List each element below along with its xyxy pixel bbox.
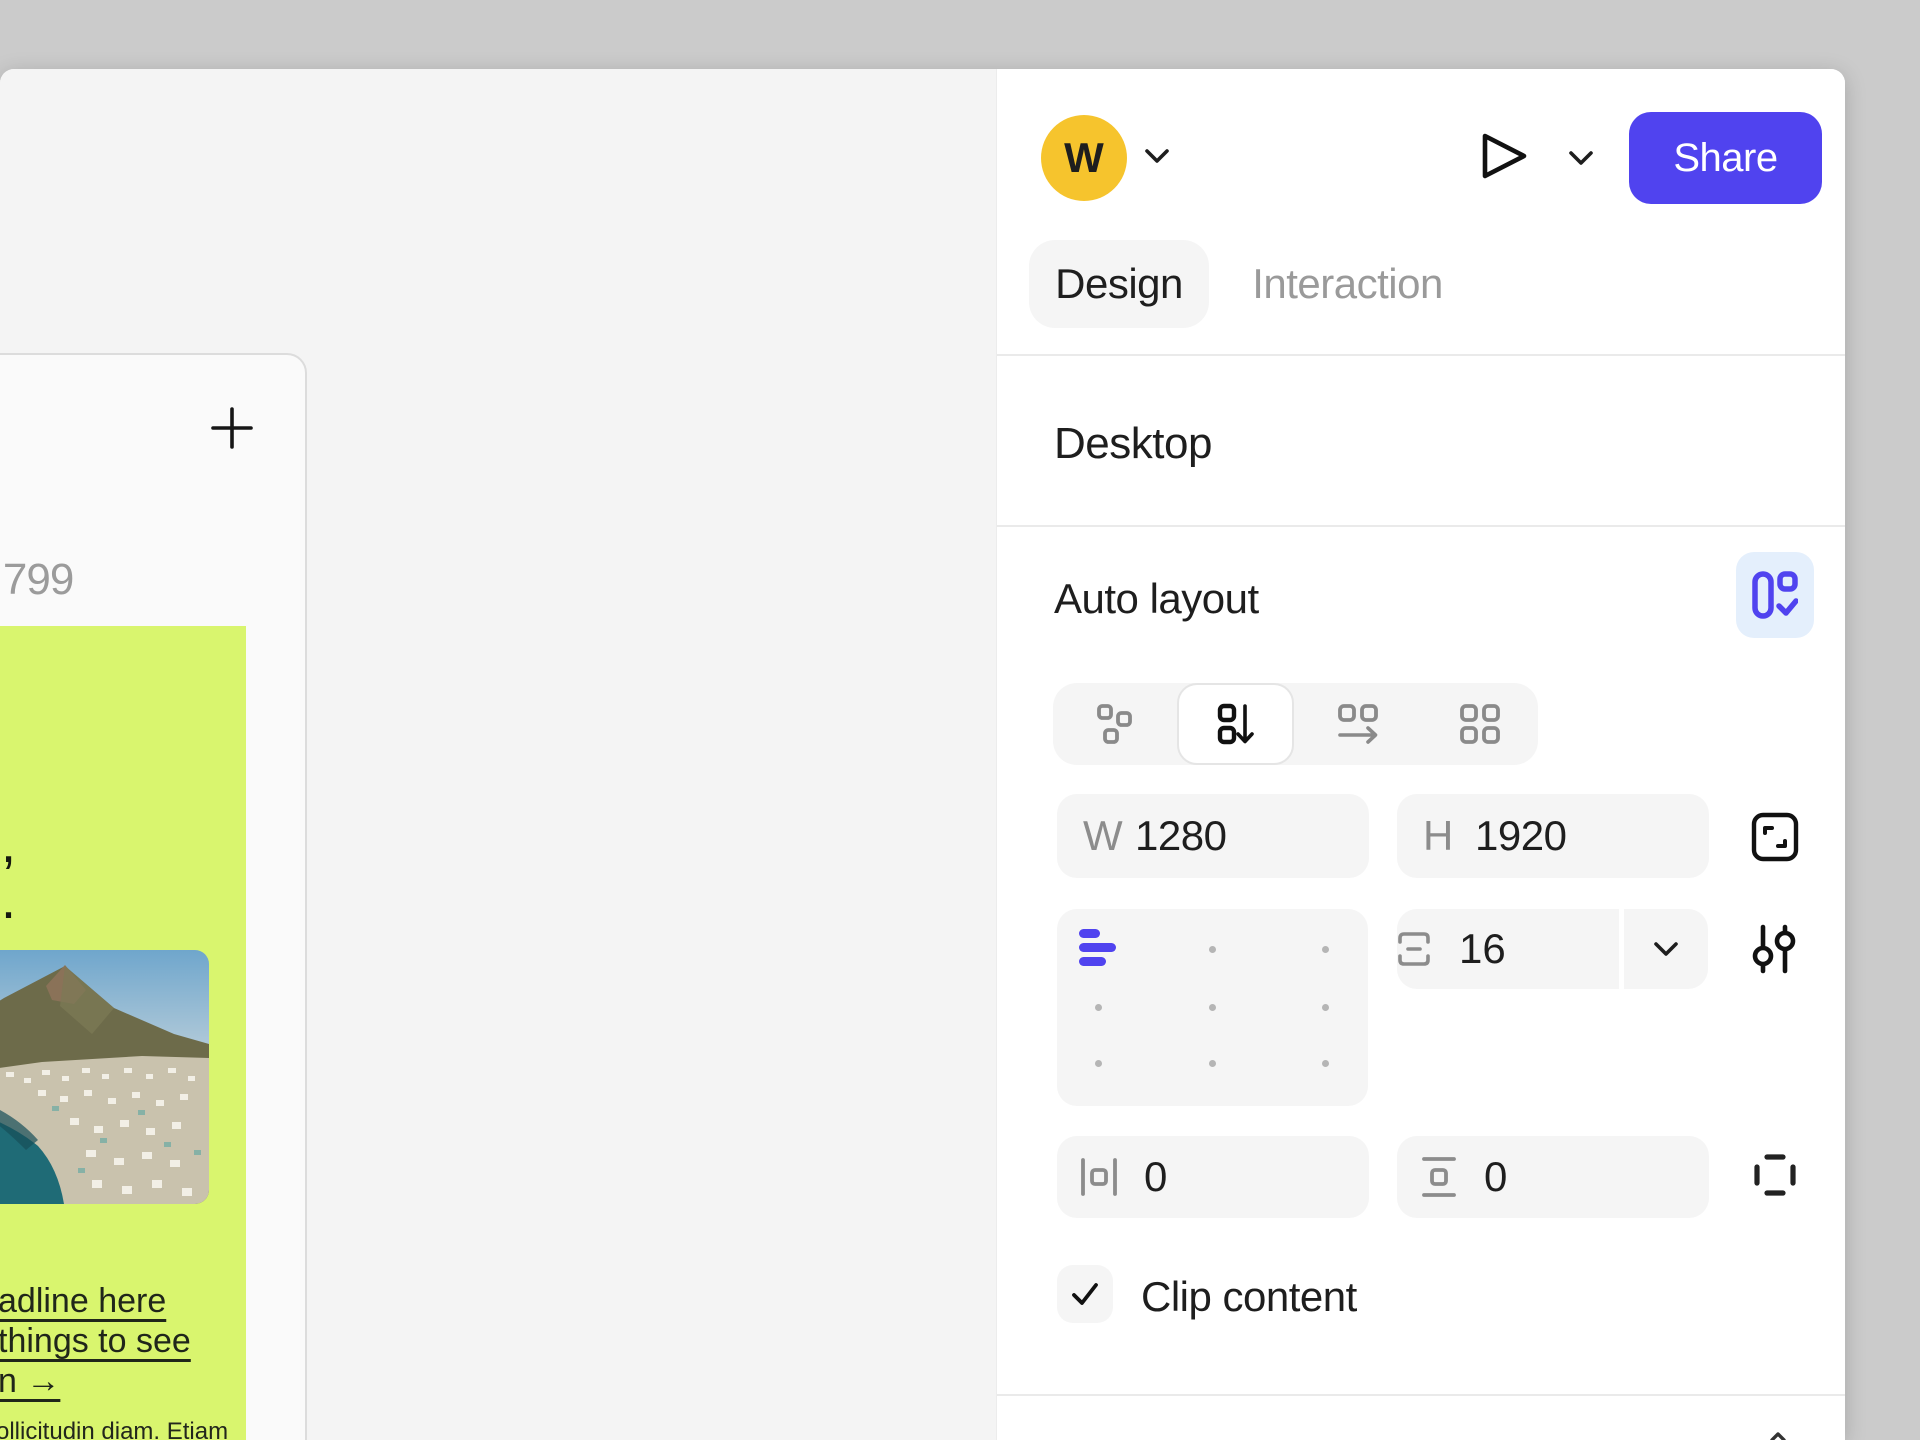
sliders-icon: [1752, 924, 1796, 974]
lime-section[interactable]: e, g.: [0, 626, 246, 1440]
layout-freeform-segment[interactable]: [1055, 683, 1172, 765]
freeform-layout-icon: [1096, 704, 1132, 744]
avatar-initial: W: [1064, 134, 1104, 181]
design-canvas[interactable]: - 799 e, g.: [0, 69, 996, 1440]
width-label: W: [1083, 812, 1123, 859]
advanced-layout-button[interactable]: [1751, 923, 1797, 975]
align-dot[interactable]: [1322, 1060, 1329, 1067]
resize-frame-icon: [1751, 812, 1799, 862]
app-window: - 799 e, g.: [0, 69, 1845, 1440]
align-dot[interactable]: [1209, 1004, 1216, 1011]
share-button[interactable]: Share: [1629, 112, 1822, 204]
padding-horizontal-input[interactable]: 0: [1057, 1136, 1369, 1218]
clip-content-label: Clip content: [1141, 1273, 1357, 1320]
layout-horizontal-segment[interactable]: [1299, 683, 1416, 765]
frame-resize-button[interactable]: [1751, 812, 1799, 862]
check-icon: [1072, 1283, 1098, 1305]
padding-horizontal-value: 0: [1144, 1153, 1167, 1200]
height-value: 1920: [1475, 812, 1567, 859]
individual-padding-button[interactable]: [1751, 1151, 1799, 1199]
align-dot[interactable]: [1209, 1060, 1216, 1067]
add-plus-icon[interactable]: [210, 406, 254, 450]
canvas-frame-card[interactable]: - 799 e, g.: [0, 353, 307, 1440]
range-count-text: - 799: [0, 555, 74, 604]
vertical-layout-check-icon: [1752, 571, 1798, 619]
width-input[interactable]: W 1280: [1057, 794, 1369, 878]
layout-vertical-segment[interactable]: [1177, 683, 1294, 765]
play-chevron-down-icon[interactable]: [1568, 150, 1594, 166]
coastal-town-photo[interactable]: [0, 950, 209, 1204]
height-label: H: [1423, 812, 1453, 859]
width-value: 1280: [1135, 812, 1227, 859]
align-dot[interactable]: [1095, 1004, 1102, 1011]
auto-layout-toggle-button[interactable]: [1736, 552, 1814, 638]
align-dot[interactable]: [1095, 1060, 1102, 1067]
individual-padding-icon: [1754, 1154, 1796, 1196]
body-text-fragment: ollicitudin diam. Etiam: [0, 1418, 229, 1440]
share-label: Share: [1673, 135, 1778, 180]
horizontal-padding-icon: [1079, 1155, 1131, 1199]
align-dot[interactable]: [1322, 1004, 1329, 1011]
frame-name: Desktop: [1054, 419, 1212, 468]
properties-panel: W Share Design: [996, 69, 1845, 1440]
horizontal-layout-icon: [1337, 704, 1378, 744]
alignment-grid[interactable]: [1057, 909, 1368, 1106]
vertical-padding-icon: [1419, 1155, 1471, 1199]
headline-fragment-2: g.: [0, 870, 16, 930]
vertical-gap-icon: [1397, 929, 1431, 969]
card-link-text[interactable]: adline here things to see n →: [0, 1281, 191, 1401]
chevron-down-icon: [1654, 942, 1678, 956]
headline-fragment-1: e,: [0, 814, 16, 874]
layout-wrap-segment[interactable]: [1421, 683, 1538, 765]
divider: [997, 354, 1845, 356]
play-icon[interactable]: [1476, 129, 1534, 183]
clip-content-checkbox[interactable]: [1057, 1265, 1113, 1323]
grid-layout-icon: [1459, 704, 1500, 744]
tab-design-label: Design: [1055, 260, 1183, 307]
tab-design[interactable]: Design: [1029, 240, 1209, 328]
layout-direction-segmented-control: [1053, 683, 1538, 765]
align-top-left-icon: [1079, 929, 1119, 971]
avatar[interactable]: W: [1041, 115, 1127, 201]
gap-dropdown-button[interactable]: [1624, 909, 1708, 989]
padding-vertical-value: 0: [1484, 1153, 1507, 1200]
divider: [997, 525, 1845, 527]
tab-interaction-label: Interaction: [1252, 260, 1443, 307]
next-section-partial-icon[interactable]: [1769, 1431, 1787, 1440]
gap-input[interactable]: 16: [1397, 909, 1619, 989]
tab-interaction[interactable]: Interaction: [1251, 240, 1444, 328]
height-input[interactable]: H 1920: [1397, 794, 1709, 878]
link-line-3[interactable]: n →: [0, 1362, 61, 1400]
vertical-layout-icon: [1217, 703, 1254, 745]
padding-vertical-input[interactable]: 0: [1397, 1136, 1709, 1218]
align-dot[interactable]: [1209, 946, 1216, 953]
link-line-2[interactable]: things to see: [0, 1322, 191, 1360]
avatar-chevron-down-icon[interactable]: [1144, 148, 1170, 164]
link-line-1[interactable]: adline here: [0, 1282, 167, 1320]
auto-layout-title: Auto layout: [1054, 575, 1259, 622]
align-dot[interactable]: [1322, 946, 1329, 953]
divider: [997, 1394, 1845, 1396]
gap-value: 16: [1459, 925, 1506, 972]
